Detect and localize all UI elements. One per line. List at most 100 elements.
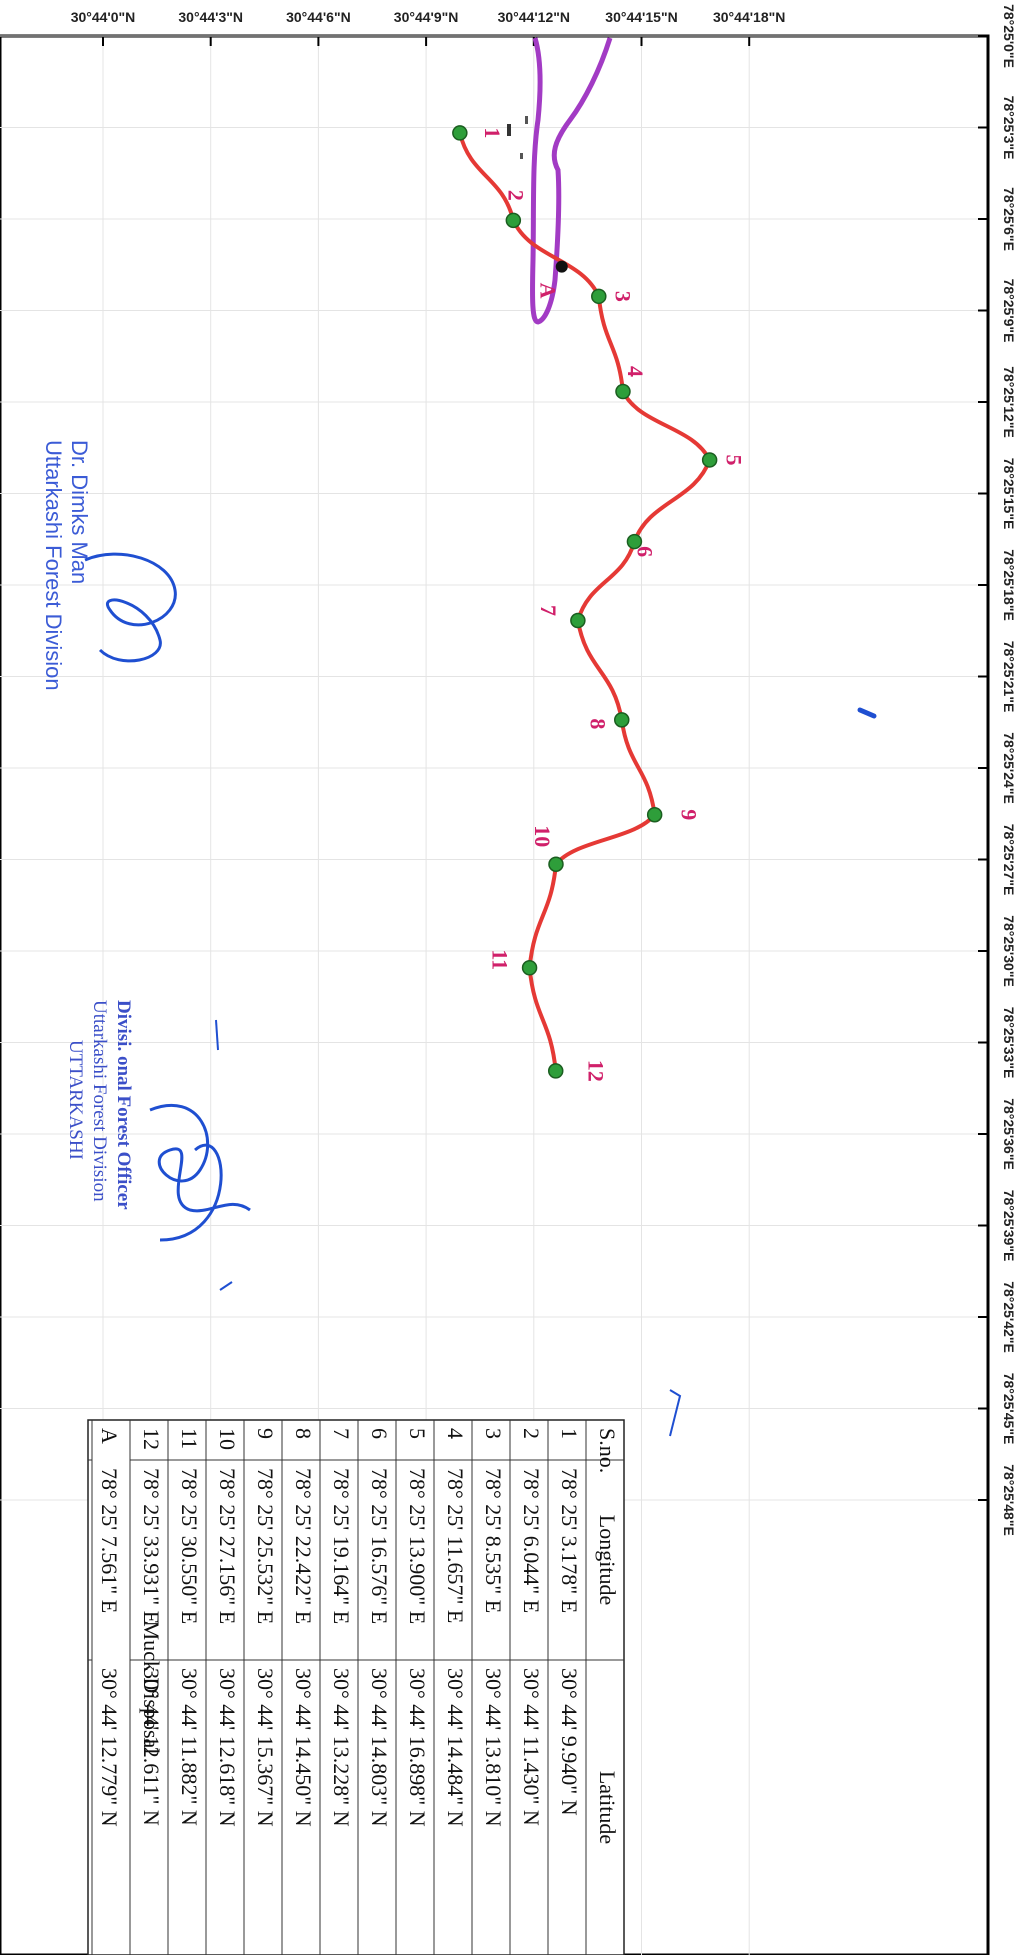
lon-tick-label: 78°25'6"E	[1001, 187, 1017, 251]
table-cell-sno: A	[97, 1428, 122, 1444]
survey-point-label: 4	[623, 366, 648, 377]
survey-point-label: 7	[536, 605, 561, 616]
lon-tick-label: 78°25'27"E	[1001, 824, 1017, 896]
table-cell-latitude: 30° 44' 11.430" N	[519, 1668, 544, 1826]
officer-name: Dr. Dimks Man	[67, 440, 92, 584]
table-cell-longitude: 78° 25' 22.422" E	[291, 1468, 316, 1624]
lat-tick-label: 30°44'15"N	[605, 9, 677, 25]
longitude-tick-labels: 78°25'0"E 78°25'3"E 78°25'6"E 78°25'9"E 78°2…	[1001, 4, 1017, 1536]
table-cell-latitude: 30° 44' 12.618" N	[215, 1668, 240, 1827]
office-stamp: Divisi. onal Forest Officer Uttarkashi F…	[65, 1000, 134, 1210]
survey-point-label: 8	[586, 718, 611, 729]
survey-point-marker	[646, 806, 663, 823]
lon-tick-label: 78°25'15"E	[1001, 458, 1017, 530]
table-section-title: Muck Disposal	[139, 1621, 164, 1755]
lon-tick-label: 78°25'3"E	[1001, 96, 1017, 160]
table-cell-longitude: 78° 25' 27.156" E	[215, 1468, 240, 1624]
lon-tick-label: 78°25'36"E	[1001, 1098, 1017, 1170]
table-cell-longitude: 78° 25' 8.535" E	[481, 1468, 506, 1613]
table-cell-sno: 4	[443, 1428, 468, 1439]
table-cell-sno: 8	[291, 1428, 316, 1439]
table-cell-latitude: 30° 44' 11.882" N	[177, 1668, 202, 1826]
table-cell-latitude: 30° 44' 14.803" N	[367, 1668, 392, 1827]
office-line1: Divisi. onal Forest Officer	[113, 1000, 134, 1210]
table-cell-latitude: 30° 44' 12.779" N	[97, 1668, 122, 1827]
river-line	[530, 37, 613, 325]
survey-point-marker	[591, 288, 607, 305]
table-cell-latitude: 30° 44' 9.940" N	[557, 1668, 582, 1816]
muck-disposal-marker	[555, 260, 568, 273]
lat-tick-label: 30°44'12"N	[498, 9, 570, 25]
table-frame	[87, 1419, 625, 1955]
table-cell-longitude: 78° 25' 11.657" E	[443, 1468, 468, 1623]
table-cell-sno: 12	[139, 1428, 164, 1450]
table-cell-longitude: 78° 25' 6.044" E	[519, 1468, 544, 1613]
table-cell-latitude: 30° 44' 13.810" N	[481, 1668, 506, 1827]
table-cell-latitude: 30° 44' 12.611" N	[139, 1668, 164, 1826]
table-cell-sno: 2	[519, 1428, 544, 1439]
lat-tick-label: 30°44'3"N	[178, 9, 243, 25]
signature-1	[84, 552, 177, 663]
survey-point-marker	[548, 856, 564, 873]
route	[457, 132, 712, 1072]
lat-tick-label: 30°44'9"N	[394, 9, 459, 25]
lat-tick-label: 30°44'18"N	[713, 9, 785, 25]
survey-point-label: 10	[530, 825, 555, 847]
office-line2: Uttarkashi Forest Division	[89, 1000, 110, 1202]
survey-point-label: 9	[677, 809, 702, 820]
officer-division: Uttarkashi Forest Division	[41, 440, 66, 691]
lon-tick-label: 78°25'48"E	[1001, 1464, 1017, 1536]
table-cell-longitude: 78° 25' 19.164" E	[329, 1468, 354, 1624]
table-cell-longitude: 78° 25' 30.550" E	[177, 1468, 202, 1624]
survey-point-label: 3	[611, 291, 636, 302]
latitude-tick-labels: 30°44'0"N 30°44'3"N 30°44'6"N 30°44'9"N 30°4…	[71, 9, 786, 25]
lon-tick-label: 78°25'42"E	[1001, 1281, 1017, 1353]
lat-tick-label: 30°44'6"N	[286, 9, 351, 25]
lon-tick-label: 78°25'30"E	[1001, 915, 1017, 987]
table-header-longitude: Longitude	[595, 1515, 620, 1605]
signature-2	[149, 1103, 251, 1242]
lon-tick-label: 78°25'24"E	[1001, 732, 1017, 804]
table-cell-latitude: 30° 44' 16.898" N	[405, 1668, 430, 1827]
survey-point-label: 11	[488, 949, 513, 970]
survey-point-label: 1	[480, 127, 505, 138]
officer-stamp: Dr. Dimks Man Uttarkashi Forest Division	[41, 440, 92, 691]
survey-point-marker	[614, 712, 630, 728]
survey-point-marker	[626, 533, 643, 550]
lon-tick-label: 78°25'39"E	[1001, 1190, 1017, 1262]
table-cell-sno: 11	[177, 1428, 202, 1449]
table-cell-latitude: 30° 44' 15.367" N	[253, 1668, 278, 1827]
table-cell-sno: 1	[557, 1428, 582, 1439]
survey-point-label: 6	[632, 546, 657, 557]
survey-point-marker	[521, 960, 538, 976]
table-cell-sno: 7	[329, 1428, 354, 1439]
survey-point-marker	[570, 612, 586, 629]
table-cell-sno: 3	[481, 1428, 506, 1439]
lon-tick-label: 78°25'12"E	[1001, 366, 1017, 438]
lon-tick-label: 78°25'9"E	[1001, 279, 1017, 343]
survey-point-marker	[615, 383, 631, 400]
table-header-sno: S.no.	[595, 1428, 620, 1473]
table-cell-sno: 5	[405, 1428, 430, 1439]
survey-point-marker	[505, 212, 522, 229]
table-cell-longitude: 78° 25' 25.532" E	[253, 1468, 278, 1624]
survey-point-label: 5	[722, 454, 747, 465]
table-cell-longitude: 78° 25' 16.576" E	[367, 1468, 392, 1624]
lat-tick-label: 30°44'0"N	[71, 9, 136, 25]
table-cell-longitude: 78° 25' 3.178" E	[557, 1468, 582, 1613]
coordinates-table: S.no. Longitude Latitude 1 78° 25' 3.178" E 3…	[87, 1419, 625, 1955]
lon-tick-label: 78°25'33"E	[1001, 1007, 1017, 1079]
survey-point-marker	[547, 1063, 564, 1079]
survey-point-marker	[701, 452, 718, 468]
table-cell-latitude: 30° 44' 14.450" N	[291, 1668, 316, 1827]
table-header-latitude: Latitude	[595, 1771, 620, 1844]
table-cell-sno: 6	[367, 1428, 392, 1439]
lon-tick-label: 78°25'21"E	[1001, 641, 1017, 713]
stray-marks	[215, 116, 877, 1437]
survey-point-marker	[452, 125, 468, 141]
table-cell-latitude: 30° 44' 14.484" N	[443, 1668, 468, 1827]
table-cell-longitude: 78° 25' 7.561" E	[97, 1468, 122, 1613]
muck-disposal-label: A	[536, 283, 561, 299]
